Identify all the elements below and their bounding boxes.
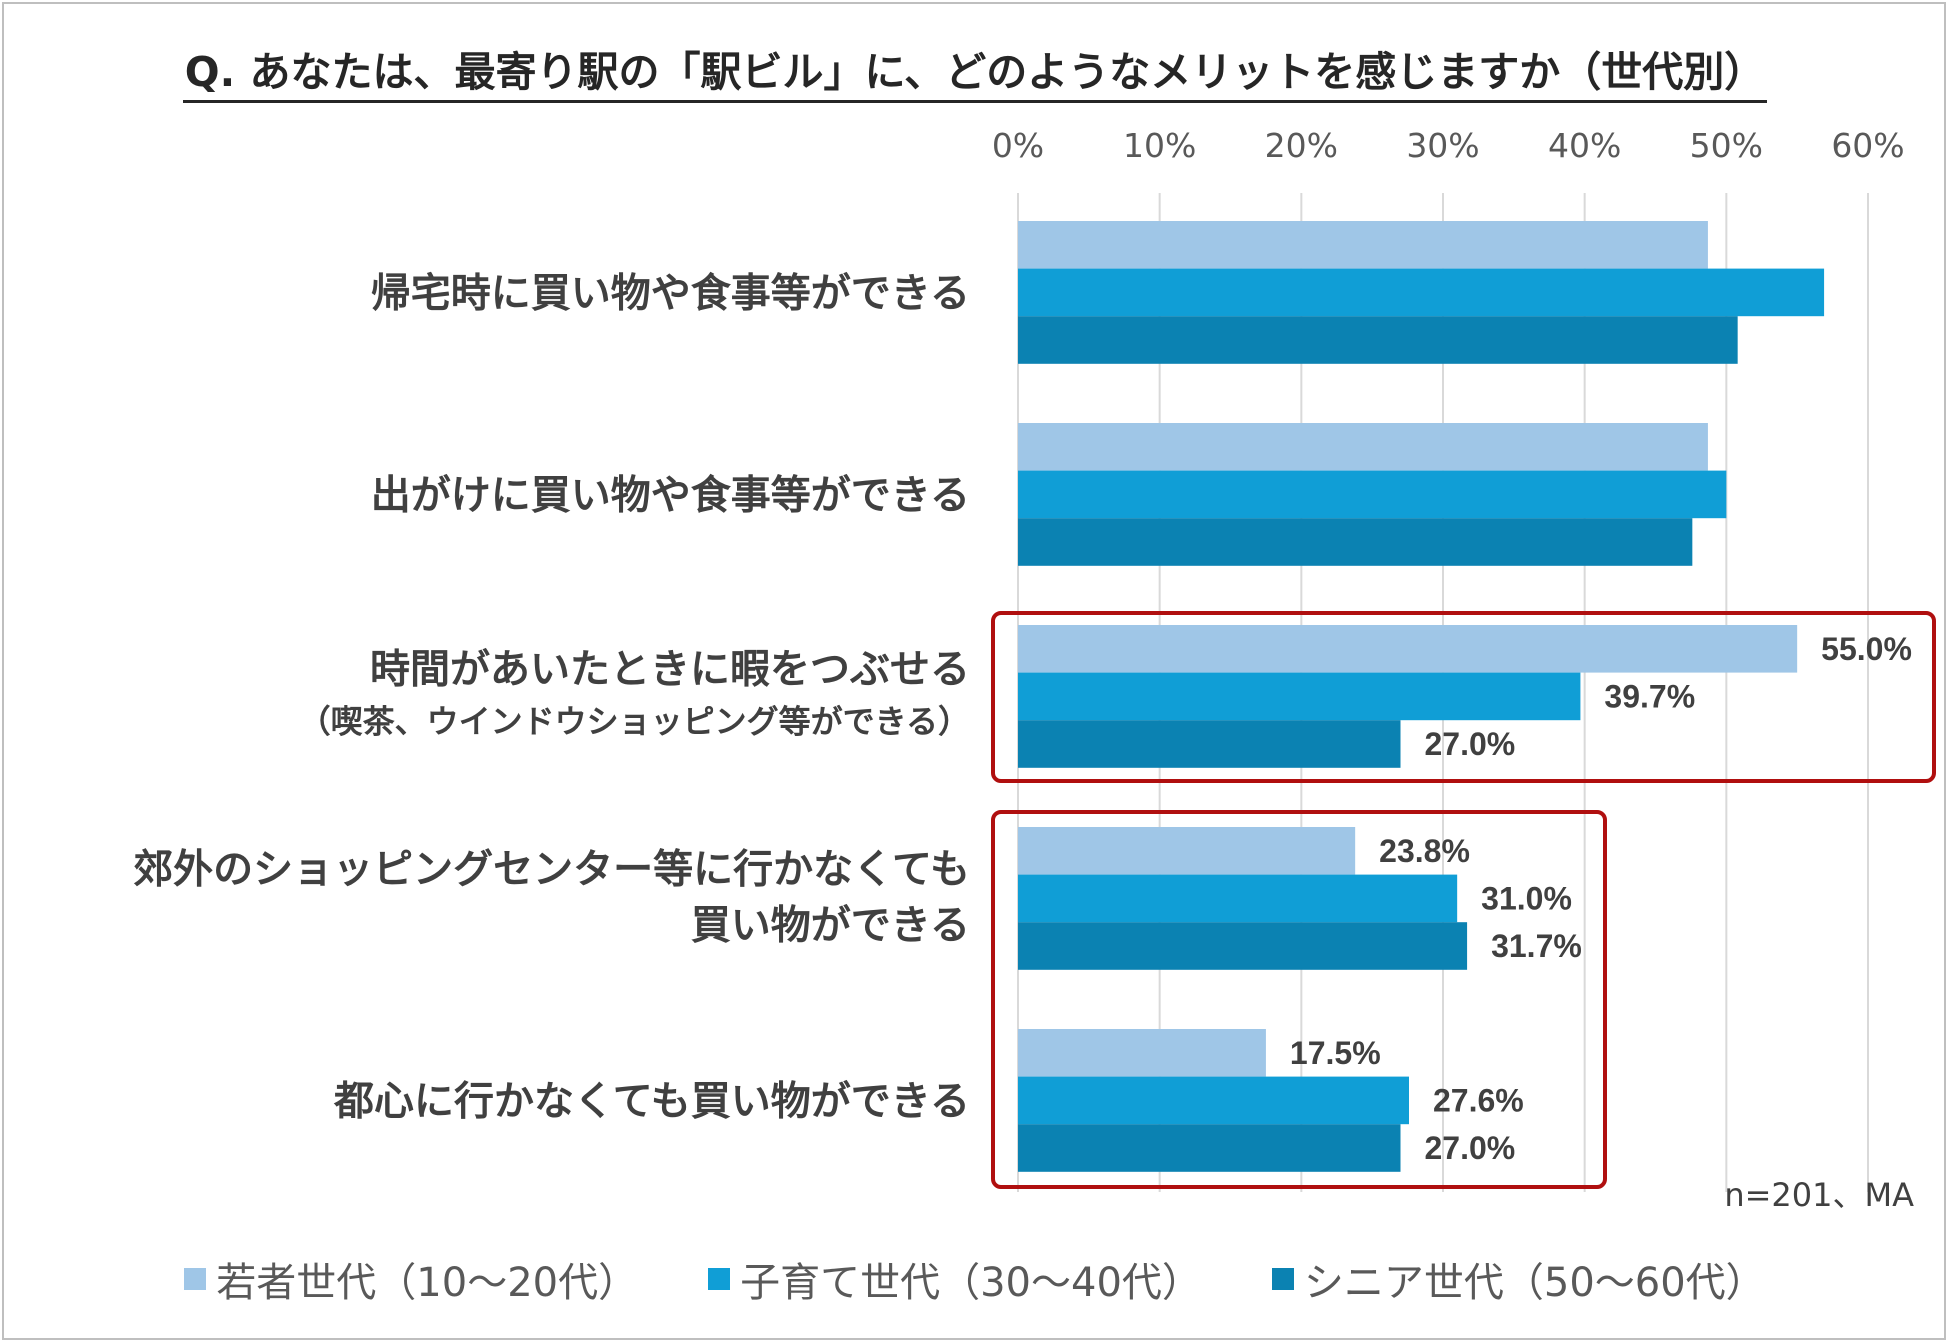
- highlight-box: [991, 810, 1607, 1189]
- x-tick-label: 40%: [1548, 126, 1621, 165]
- category-label: 帰宅時に買い物や食事等ができる: [371, 270, 970, 316]
- bar: [1018, 1029, 1266, 1077]
- bar: [1018, 1076, 1409, 1125]
- data-label: 27.0%: [1425, 1130, 1516, 1166]
- bar: [1018, 268, 1825, 317]
- x-tick-label: 20%: [1265, 126, 1338, 165]
- data-label: 23.8%: [1379, 833, 1470, 869]
- data-label: 55.0%: [1821, 631, 1912, 667]
- category-label: 出がけに買い物や食事等ができる: [371, 472, 970, 518]
- highlight-box: [991, 611, 1936, 783]
- x-tick-label: 30%: [1406, 126, 1479, 165]
- legend-item-youth: 若者世代（10～20代）: [184, 1250, 638, 1308]
- category-label: 郊外のショッピングセンター等に行かなくても: [133, 846, 970, 892]
- data-label: 31.0%: [1481, 880, 1572, 916]
- bar: [1018, 221, 1708, 269]
- sample-note: n=201、MA: [1724, 1176, 1914, 1214]
- legend-item-senior: シニア世代（50～60代）: [1271, 1250, 1766, 1308]
- bar: [1018, 874, 1458, 923]
- chart-title-text: Q. あなたは、最寄り駅の「駅ビル」に、どのようなメリットを感じますか（世代別）: [182, 48, 1768, 103]
- legend-item-parenting: 子育て世代（30～40代）: [708, 1250, 1202, 1308]
- data-label: 39.7%: [1604, 678, 1695, 714]
- bar: [1018, 470, 1727, 519]
- bar: [1018, 922, 1468, 970]
- chart-title: Q. あなたは、最寄り駅の「駅ビル」に、どのようなメリットを感じますか（世代別）: [0, 38, 1950, 103]
- x-tick-label: 0%: [992, 126, 1044, 165]
- bar: [1018, 720, 1401, 768]
- bar: [1018, 316, 1738, 364]
- bar: [1018, 625, 1798, 673]
- category-sublabel: （喫茶、ウインドウショッピング等ができる）: [299, 702, 970, 740]
- category-label: 時間があいたときに暇をつぶせる: [370, 646, 970, 692]
- bar: [1018, 518, 1693, 566]
- data-label: 31.7%: [1491, 928, 1582, 964]
- category-label: 買い物ができる: [691, 902, 970, 948]
- legend-label-senior: シニア世代（50～60代）: [1303, 1260, 1766, 1306]
- legend-swatch-parenting: [708, 1268, 731, 1290]
- bar: [1018, 1124, 1401, 1172]
- bar: [1018, 672, 1581, 721]
- category-label: 都心に行かなくても買い物ができる: [333, 1078, 970, 1124]
- x-tick-label: 10%: [1123, 126, 1196, 165]
- legend-swatch-senior: [1271, 1268, 1294, 1290]
- legend-swatch-youth: [184, 1268, 207, 1290]
- legend-label-parenting: 子育て世代（30～40代）: [740, 1260, 1202, 1306]
- data-label: 27.6%: [1433, 1082, 1524, 1118]
- legend-label-youth: 若者世代（10～20代）: [216, 1260, 639, 1306]
- bar: [1018, 423, 1708, 471]
- data-label: 17.5%: [1290, 1035, 1381, 1071]
- legend: 若者世代（10～20代） 子育て世代（30～40代） シニア世代（50～60代）: [0, 1250, 1950, 1308]
- x-tick-label: 60%: [1831, 126, 1904, 165]
- x-tick-label: 50%: [1690, 126, 1763, 165]
- data-label: 27.0%: [1425, 726, 1516, 762]
- bar: [1018, 827, 1356, 875]
